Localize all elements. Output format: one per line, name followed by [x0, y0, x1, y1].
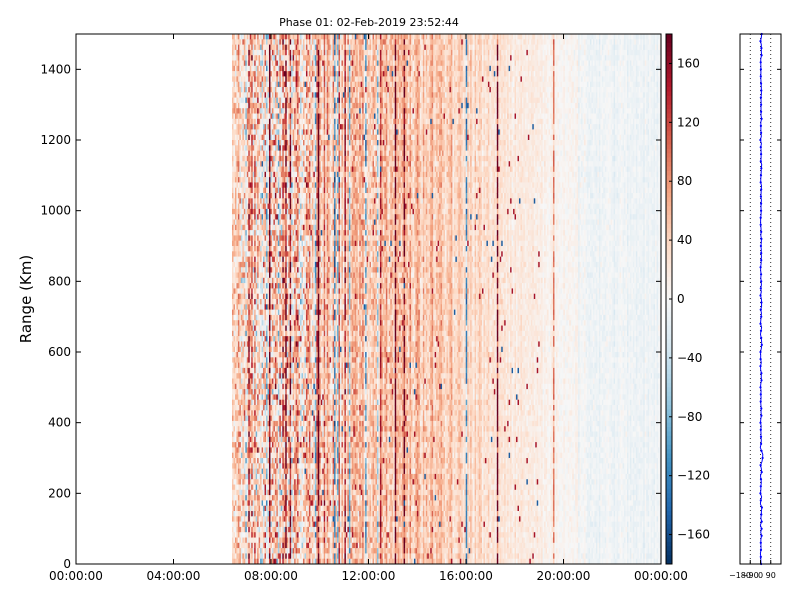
chart-title: Phase 01: 02-Feb-2019 23:52:44: [279, 16, 459, 29]
heatmap-axes: 00:00:00 04:00:00 08:00:00 12:00:00 16:00:00…: [17, 34, 688, 583]
heatmap-cells: [232, 34, 661, 564]
